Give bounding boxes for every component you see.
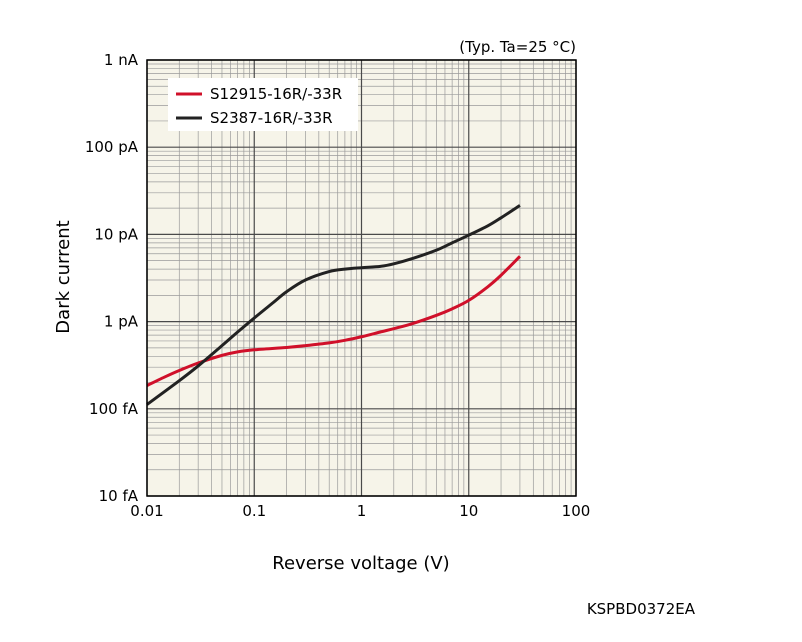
condition-note: (Typ. Ta=25 °C) xyxy=(459,38,576,56)
series-layer xyxy=(146,204,521,406)
series-line-1 xyxy=(146,204,521,406)
legend: S12915-16R/-33R S2387-16R/-33R xyxy=(168,78,358,131)
y-tick-label: 100 fA xyxy=(89,400,139,418)
y-tick-label: 100 pA xyxy=(85,138,139,156)
y-tick-labels: 10 fA 100 fA 1 pA 10 pA 100 pA 1 nA xyxy=(85,51,139,505)
x-tick-label: 10 xyxy=(459,502,478,520)
x-axis-title: Reverse voltage (V) xyxy=(272,553,449,574)
y-tick-label: 10 fA xyxy=(99,487,139,505)
x-tick-label: 0.01 xyxy=(130,502,163,520)
x-tick-label: 0.1 xyxy=(242,502,266,520)
x-tick-label: 100 xyxy=(562,502,591,520)
legend-label-s2387: S2387-16R/-33R xyxy=(210,109,333,127)
x-tick-labels: 0.01 0.1 1 10 100 xyxy=(130,502,590,520)
y-tick-label: 1 pA xyxy=(104,313,139,331)
y-tick-label: 1 nA xyxy=(104,51,139,69)
figure-code: KSPBD0372EA xyxy=(587,600,696,618)
y-tick-label: 10 pA xyxy=(94,225,138,243)
legend-label-s12915: S12915-16R/-33R xyxy=(210,85,342,103)
legend-box xyxy=(168,78,358,131)
x-tick-label: 1 xyxy=(357,502,367,520)
y-axis-title: Dark current xyxy=(53,220,74,333)
plot-frame xyxy=(146,59,577,497)
